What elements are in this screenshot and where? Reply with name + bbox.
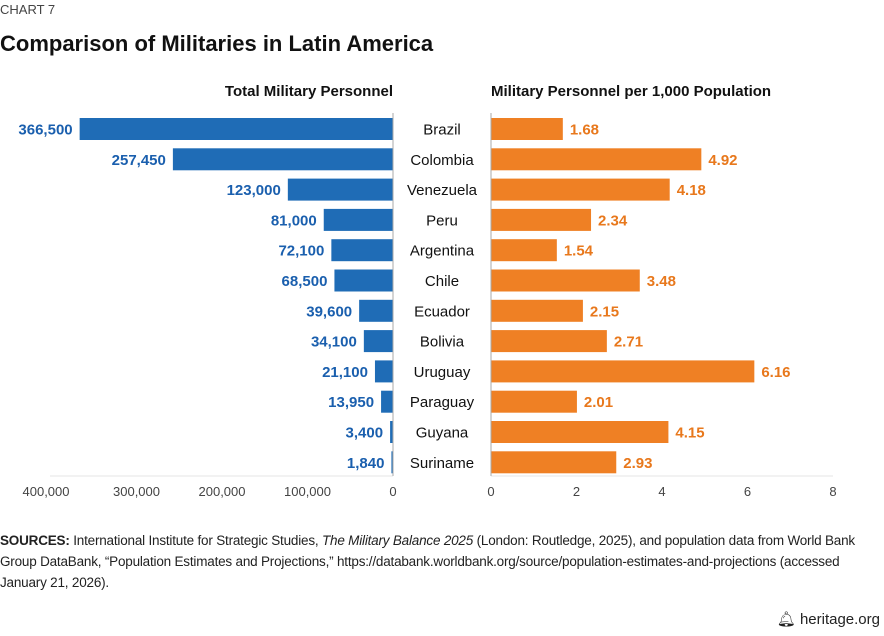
category-label: Suriname <box>410 455 474 472</box>
left-bar <box>287 178 393 201</box>
right-value-label: 2.93 <box>623 455 652 472</box>
left-tick-label: 300,000 <box>113 484 160 499</box>
right-value-label: 3.48 <box>647 273 676 290</box>
right-bar <box>491 239 557 262</box>
left-value-label: 1,840 <box>347 455 385 472</box>
right-value-label: 2.71 <box>614 334 643 351</box>
sources-title: The Military Balance 2025 <box>321 533 474 548</box>
category-label: Colombia <box>410 152 474 169</box>
chart-label: CHART 7 <box>0 2 55 17</box>
category-label: Bolivia <box>420 334 465 351</box>
left-value-label: 34,100 <box>311 334 357 351</box>
right-value-label: 2.15 <box>590 303 619 320</box>
right-bar <box>491 208 592 231</box>
liberty-bell-icon: 🔔︎ <box>776 611 796 628</box>
category-label: Argentina <box>410 243 475 260</box>
category-label: Ecuador <box>414 303 470 320</box>
left-value-label: 366,500 <box>18 122 72 139</box>
sources-note: SOURCES: International Institute for Str… <box>0 530 880 593</box>
category-label: Brazil <box>423 122 461 139</box>
right-bar <box>491 360 755 383</box>
left-bar <box>381 390 393 413</box>
left-tick-label: 0 <box>389 484 396 499</box>
right-value-label: 2.01 <box>584 394 613 411</box>
right-tick-label: 6 <box>744 484 751 499</box>
category-label: Venezuela <box>407 182 478 199</box>
right-bar <box>491 390 577 413</box>
category-label: Peru <box>426 212 458 229</box>
left-value-label: 81,000 <box>271 212 317 229</box>
right-bar <box>491 118 563 140</box>
category-label: Uruguay <box>414 364 471 381</box>
left-value-label: 123,000 <box>227 182 281 199</box>
right-value-label: 6.16 <box>761 364 790 381</box>
chart-title: Comparison of Militaries in Latin Americ… <box>0 31 434 56</box>
right-bar <box>491 299 583 322</box>
left-bar <box>331 239 393 262</box>
left-value-label: 72,100 <box>278 243 324 260</box>
left-tick-label: 200,000 <box>199 484 246 499</box>
left-bar <box>79 118 393 140</box>
left-bar <box>374 360 393 383</box>
category-label: Chile <box>425 273 459 290</box>
right-tick-label: 4 <box>658 484 665 499</box>
left-panel-title: Total Military Personnel <box>225 83 393 100</box>
left-value-label: 3,400 <box>346 425 384 442</box>
left-tick-label: 400,000 <box>23 484 70 499</box>
right-value-label: 1.54 <box>564 243 594 260</box>
left-bar <box>390 421 393 443</box>
right-bar <box>491 451 617 474</box>
right-bar <box>491 269 640 292</box>
brand: 🔔︎ heritage.org <box>777 610 880 628</box>
left-value-label: 257,450 <box>112 152 166 169</box>
left-bar <box>172 148 393 171</box>
right-tick-label: 0 <box>487 484 494 499</box>
sources-text: International Institute for Strategic St… <box>69 533 322 548</box>
right-value-label: 4.92 <box>708 152 737 169</box>
right-tick-label: 2 <box>573 484 580 499</box>
left-value-label: 21,100 <box>322 364 368 381</box>
right-value-label: 4.18 <box>677 182 706 199</box>
right-panel-title: Military Personnel per 1,000 Population <box>491 83 771 100</box>
sources-text-2: (London: Routledge, 2025), and populatio… <box>0 533 855 590</box>
right-value-label: 1.68 <box>570 122 599 139</box>
left-bar <box>391 451 393 474</box>
left-tick-label: 100,000 <box>284 484 331 499</box>
category-label: Guyana <box>416 425 469 442</box>
category-label: Paraguay <box>410 394 475 411</box>
right-tick-label: 8 <box>829 484 836 499</box>
right-value-label: 2.34 <box>598 212 628 229</box>
left-bar <box>363 330 393 353</box>
right-value-label: 4.15 <box>675 425 704 442</box>
left-bar <box>323 208 393 231</box>
brand-text: heritage.org <box>799 611 880 628</box>
left-bar <box>359 299 393 322</box>
left-value-label: 39,600 <box>306 303 352 320</box>
right-bar <box>491 178 670 201</box>
right-bar <box>491 148 702 171</box>
left-value-label: 68,500 <box>282 273 328 290</box>
sources-label: SOURCES: <box>0 533 70 548</box>
right-bar <box>491 421 669 443</box>
left-bar <box>334 269 393 292</box>
left-value-label: 13,950 <box>328 394 374 411</box>
right-bar <box>491 330 607 353</box>
